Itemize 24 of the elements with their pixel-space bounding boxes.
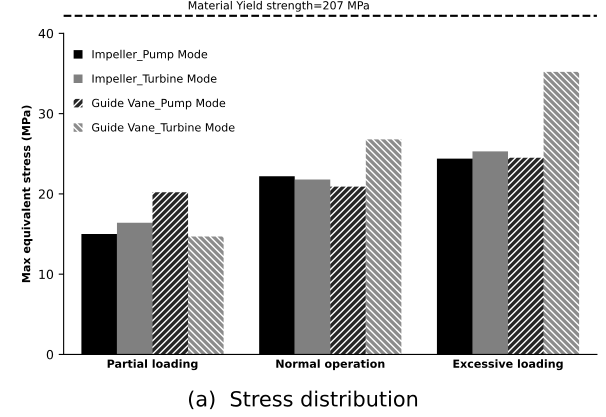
text: Material Yield strength=207 MPa xyxy=(188,0,369,12)
x-tick-label: Normal operation xyxy=(276,359,384,370)
bar xyxy=(544,72,580,354)
text: (a) Stress distribution xyxy=(188,390,418,410)
bar xyxy=(294,179,330,354)
x-tick-label: Excessive loading xyxy=(453,359,563,370)
y-tick-label: 30 xyxy=(38,109,54,119)
y-tick-label: 20 xyxy=(38,189,54,199)
bar xyxy=(116,222,153,354)
bar xyxy=(366,139,402,354)
bar xyxy=(508,158,544,354)
legend-label: Guide Vane_Pump Mode xyxy=(92,98,226,110)
y-axis-title: Max equivalent stress (MPa) xyxy=(22,106,32,282)
bar xyxy=(188,236,224,354)
legend-label: Impeller_Pump Mode xyxy=(92,50,208,61)
y-tick-label: 10 xyxy=(39,270,54,280)
legend-label: Impeller_Turbine Mode xyxy=(92,74,216,86)
y-tick-label: 0 xyxy=(46,350,54,360)
bar xyxy=(152,192,188,354)
y-tick-label: 40 xyxy=(38,28,54,38)
legend-label: Guide Vane_Turbine Mode xyxy=(92,122,234,134)
bar xyxy=(330,186,366,354)
bar xyxy=(472,151,508,354)
x-tick-label: Partial loading xyxy=(108,359,198,370)
